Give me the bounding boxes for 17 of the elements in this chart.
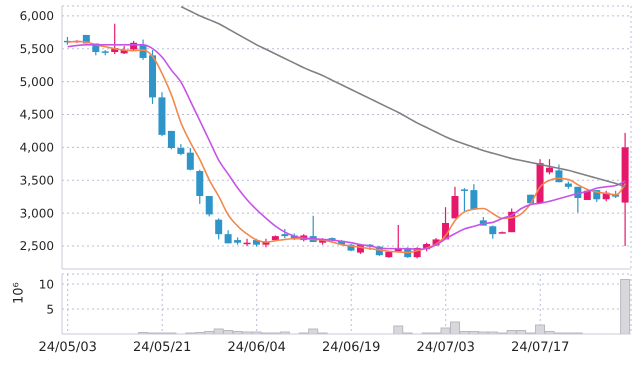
y-tick-label: 4,000 [20, 140, 54, 155]
y-tick-label: 5,000 [20, 74, 54, 89]
x-tick-label: 24/07/17 [511, 340, 570, 356]
y-tick-label: 6,000 [20, 9, 54, 24]
y-tick-label: 5,500 [20, 42, 54, 56]
y-tick-label: 4,500 [20, 108, 54, 122]
y-tick-label: 2,500 [20, 239, 54, 254]
y-tick-label: 3,000 [20, 206, 54, 220]
y-axis-title: 10⁶ [12, 282, 27, 304]
x-tick-label: 24/06/04 [228, 340, 286, 356]
y-tick-label: 3,500 [20, 173, 54, 188]
x-tick-label: 24/07/03 [416, 340, 475, 356]
y-tick-label: 10 [38, 277, 54, 292]
x-tick-label: 24/06/19 [322, 340, 380, 356]
y-tick-label: 5 [46, 302, 54, 316]
x-tick-label: 24/05/21 [132, 340, 192, 356]
x-tick-label: 24/05/03 [38, 340, 97, 356]
